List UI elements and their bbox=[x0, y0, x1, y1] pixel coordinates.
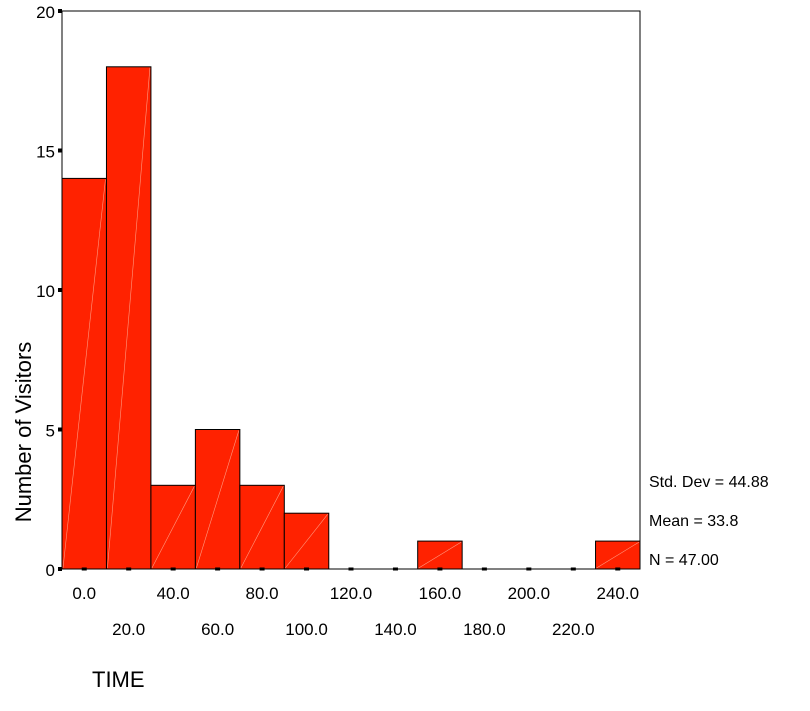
x-tick-label: 0.0 bbox=[72, 584, 96, 603]
y-tick-label: 5 bbox=[46, 422, 55, 441]
x-tick-label: 80.0 bbox=[246, 584, 279, 603]
bar-diagonal bbox=[418, 541, 462, 569]
y-tick-label: 0 bbox=[46, 561, 55, 580]
x-tick-label: 60.0 bbox=[201, 620, 234, 639]
x-tick-label: 240.0 bbox=[596, 584, 639, 603]
y-axis-title: Number of Visitors bbox=[11, 342, 36, 523]
bar-diagonal bbox=[196, 430, 240, 569]
x-axis-title: TIME bbox=[92, 667, 145, 692]
plot-frame bbox=[61, 10, 641, 570]
bar-diagonal bbox=[285, 514, 329, 569]
y-tick-label: 15 bbox=[36, 143, 55, 162]
bar-diagonal bbox=[62, 179, 106, 569]
stat-line: Std. Dev = 44.88 bbox=[649, 474, 769, 491]
x-tick-label: 40.0 bbox=[157, 584, 190, 603]
bars bbox=[61, 66, 641, 570]
x-tick-label: 180.0 bbox=[463, 620, 506, 639]
x-tick-label: 160.0 bbox=[419, 584, 462, 603]
x-axis: 0.0 20.0 40.0 60.0 80.0 100.0120.0140.0160.01… bbox=[72, 567, 639, 639]
bar-diagonal bbox=[151, 486, 195, 569]
x-tick-label: 220.0 bbox=[552, 620, 595, 639]
y-tick-label: 10 bbox=[36, 282, 55, 301]
y-tick-label: 20 bbox=[36, 3, 55, 22]
x-tick-label: 200.0 bbox=[508, 584, 551, 603]
stat-line: Mean = 33.8 bbox=[649, 513, 739, 530]
stats-box: Std. Dev = 44.88 Mean = 33.8 N = 47.00 bbox=[649, 474, 769, 569]
stat-line: N = 47.00 bbox=[649, 552, 719, 569]
x-tick-label: 140.0 bbox=[374, 620, 417, 639]
bar-diagonal bbox=[596, 541, 640, 569]
x-tick-label: 120.0 bbox=[330, 584, 373, 603]
y-axis: 0 5 10 15 20 bbox=[36, 3, 62, 580]
x-tick-label: 20.0 bbox=[112, 620, 145, 639]
x-tick-label: 100.0 bbox=[285, 620, 328, 639]
bar-diagonal bbox=[107, 67, 151, 569]
bar-diagonal bbox=[240, 486, 284, 569]
